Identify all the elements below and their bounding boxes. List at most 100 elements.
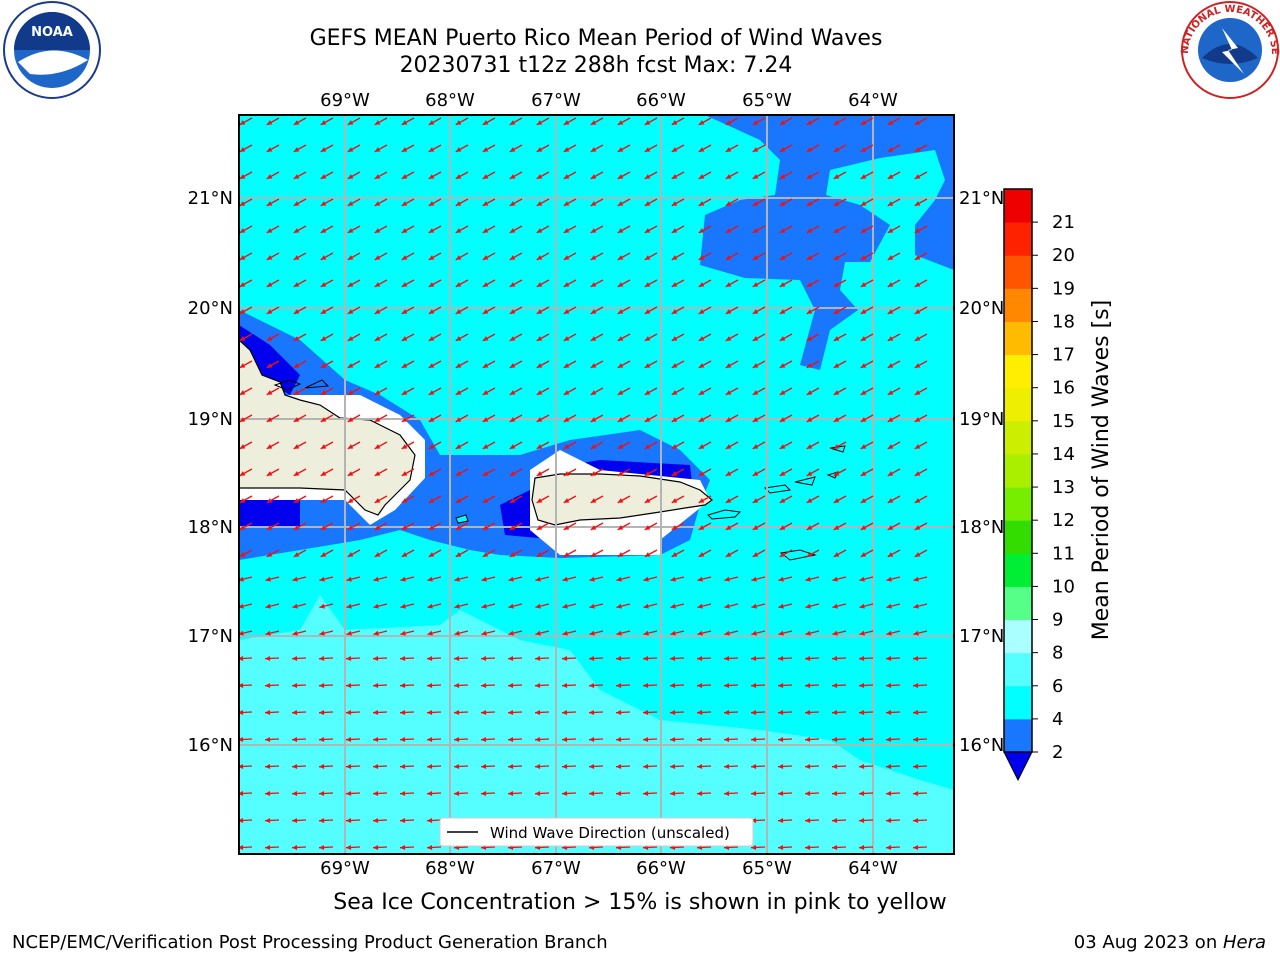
- wind-wave-arrowhead: [778, 736, 784, 742]
- wind-wave-arrowhead: [671, 147, 678, 152]
- wind-wave-arrowhead: [239, 790, 244, 796]
- wind-wave-arrowhead: [401, 228, 408, 233]
- wave-period-below-2-nw: [239, 325, 300, 395]
- wind-wave-arrowhead: [860, 147, 867, 152]
- wind-wave-arrowhead: [859, 709, 865, 715]
- wind-wave-arrowhead: [239, 682, 244, 688]
- wind-wave-arrowhead: [779, 552, 786, 557]
- wind-wave-arrowhead: [725, 363, 732, 368]
- wind-wave-arrowhead: [644, 201, 651, 206]
- wind-wave-arrowhead: [320, 309, 327, 314]
- wind-wave-arrowhead: [509, 471, 516, 476]
- wind-wave-arrowhead: [617, 471, 624, 476]
- wind-wave-arrowhead: [563, 471, 570, 476]
- wind-wave-arrowhead: [563, 228, 570, 233]
- wind-wave-arrowhead: [751, 817, 757, 823]
- wind-wave-arrowhead: [293, 525, 300, 530]
- wind-wave-arrowhead: [670, 709, 676, 715]
- wind-wave-arrowhead: [374, 498, 381, 503]
- wind-wave-arrowhead: [698, 282, 705, 287]
- wind-wave-arrowhead: [536, 498, 543, 503]
- wind-wave-arrowhead: [643, 763, 649, 769]
- wind-wave-arrowhead: [563, 444, 570, 449]
- wind-wave-arrowhead: [644, 255, 651, 260]
- svg-text:NATIONAL WEATHER SERVICE: NATIONAL WEATHER SERVICE: [0, 0, 1280, 55]
- wind-wave-arrowhead: [427, 736, 433, 742]
- wind-wave-arrowhead: [427, 844, 433, 850]
- wind-wave-arrowhead: [778, 603, 784, 609]
- wind-wave-arrowhead: [697, 790, 703, 796]
- wind-wave-arrowhead: [914, 552, 921, 557]
- lon-label: 66°W: [636, 90, 686, 111]
- wind-wave-arrowhead: [535, 630, 541, 636]
- wind-wave-arrowhead: [725, 498, 732, 503]
- colorbar-tick-label: 18: [1052, 311, 1075, 332]
- wind-wave-arrowhead: [346, 763, 352, 769]
- wind-wave-arrowhead: [293, 363, 300, 368]
- wind-wave-arrowhead: [374, 147, 381, 152]
- wind-wave-arrowhead: [293, 147, 300, 152]
- wind-wave-arrowhead: [428, 201, 435, 206]
- wind-wave-arrowhead: [805, 576, 811, 582]
- wind-wave-arrowhead: [401, 120, 408, 125]
- wind-wave-arrowhead: [455, 390, 462, 395]
- wind-wave-arrowhead: [374, 309, 381, 314]
- wind-wave-arrowhead: [373, 817, 379, 823]
- wind-wave-arrowhead: [266, 282, 273, 287]
- lat-label: 16°N: [188, 735, 233, 756]
- wind-wave-arrowhead: [482, 363, 489, 368]
- wind-wave-arrowhead: [698, 390, 705, 395]
- wind-wave-arrowhead: [698, 498, 705, 503]
- wind-wave-arrowhead: [914, 147, 921, 152]
- wind-wave-arrowhead: [401, 498, 408, 503]
- wind-wave-arrowhead: [536, 147, 543, 152]
- colorbar-tick-label: 21: [1052, 212, 1075, 233]
- footer-date: 03 Aug 2023 on Hera: [1074, 932, 1266, 953]
- wind-wave-arrowhead: [562, 736, 568, 742]
- wind-wave-arrowhead: [482, 390, 489, 395]
- wind-wave-arrowhead: [833, 552, 840, 557]
- colorbar-tick-label: 19: [1052, 278, 1075, 299]
- lon-label: 65°W: [742, 90, 792, 111]
- wind-wave-arrowhead: [293, 471, 300, 476]
- colorbar-segment: [1004, 354, 1032, 389]
- wind-wave-arrowhead: [671, 336, 678, 341]
- wind-wave-arrowhead: [778, 709, 784, 715]
- wind-wave-arrowhead: [590, 201, 597, 206]
- wind-wave-arrowhead: [887, 444, 894, 449]
- wind-wave-arrowhead: [886, 709, 892, 715]
- wind-wave-arrowhead: [806, 228, 813, 233]
- wind-wave-arrowhead: [239, 763, 244, 769]
- wind-wave-arrowhead: [724, 763, 730, 769]
- wind-wave-arrowhead: [535, 709, 541, 715]
- wind-wave-arrowhead: [778, 790, 784, 796]
- wind-wave-arrowhead: [482, 552, 489, 557]
- wind-wave-arrowhead: [239, 174, 246, 179]
- wind-wave-arrowhead: [509, 390, 516, 395]
- wind-wave-arrowhead: [563, 336, 570, 341]
- wind-wave-arrowhead: [617, 390, 624, 395]
- colorbar-tick-label: 16: [1052, 378, 1075, 399]
- wind-wave-arrowhead: [832, 630, 838, 636]
- wind-wave-arrowhead: [266, 336, 273, 341]
- map-area: [239, 115, 954, 854]
- wind-wave-arrowhead: [752, 147, 759, 152]
- wind-wave-arrowhead: [779, 498, 786, 503]
- wind-wave-arrowhead: [589, 576, 595, 582]
- wind-wave-arrowhead: [644, 174, 651, 179]
- wind-wave-arrowhead: [563, 552, 570, 557]
- wind-wave-arrowhead: [725, 147, 732, 152]
- wind-wave-arrowhead: [886, 763, 892, 769]
- wind-wave-arrowhead: [806, 255, 813, 260]
- wind-wave-arrowhead: [589, 709, 595, 715]
- wind-wave-arrowhead: [616, 682, 622, 688]
- nws-logo: NATIONAL WEATHER SERVICE: [0, 0, 1280, 99]
- wind-wave-arrowhead: [805, 790, 811, 796]
- wind-wave-arrowhead: [860, 552, 867, 557]
- wind-wave-arrowhead: [293, 120, 300, 125]
- wind-wave-arrowhead: [401, 471, 408, 476]
- wind-wave-arrowhead: [320, 498, 327, 503]
- wind-wave-arrowhead: [319, 576, 325, 582]
- wind-wave-arrowhead: [319, 630, 325, 636]
- wind-wave-arrowhead: [806, 525, 813, 530]
